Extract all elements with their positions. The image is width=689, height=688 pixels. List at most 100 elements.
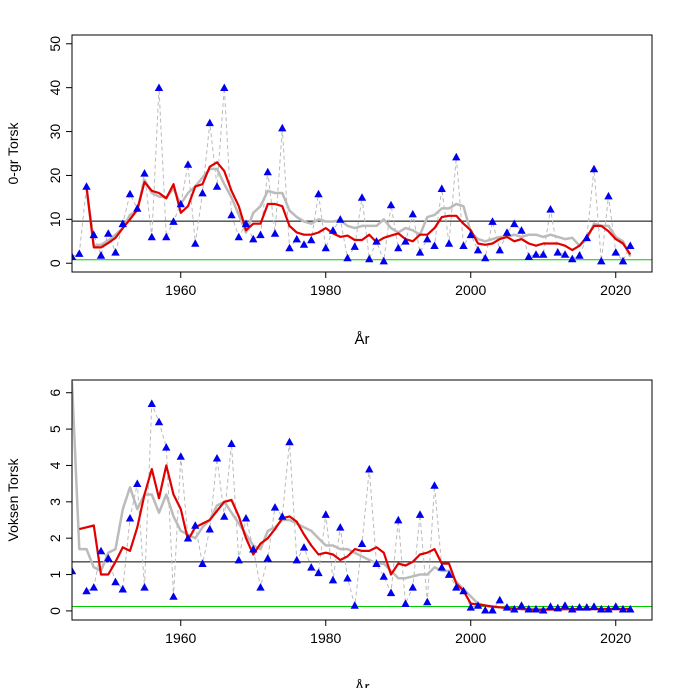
data-point	[176, 199, 185, 208]
data-point	[604, 191, 613, 200]
data-point	[176, 452, 185, 460]
data-point	[430, 241, 439, 249]
data-point	[154, 83, 164, 91]
data-point	[162, 443, 171, 451]
data-point	[452, 152, 461, 161]
data-point	[589, 164, 599, 173]
data-point	[89, 583, 98, 591]
data-point	[75, 249, 84, 257]
data-point	[488, 606, 497, 614]
data-point	[401, 237, 410, 245]
data-point	[611, 248, 620, 256]
data-point	[169, 592, 178, 600]
data-point	[82, 182, 91, 190]
data-point	[626, 241, 635, 249]
data-point	[241, 219, 251, 228]
data-point	[133, 479, 142, 487]
data-point	[473, 245, 483, 254]
data-point	[466, 230, 475, 239]
data-point	[560, 601, 570, 609]
data-point	[314, 568, 323, 577]
data-point	[379, 572, 388, 580]
data-point	[205, 524, 214, 533]
data-point	[553, 603, 562, 612]
data-point	[582, 233, 591, 242]
data-point	[604, 604, 613, 613]
data-point	[394, 243, 403, 252]
data-point	[154, 417, 164, 426]
data-point	[72, 566, 77, 575]
data-point	[82, 586, 91, 595]
data-point	[350, 601, 359, 609]
data-point	[473, 601, 483, 609]
data-point	[553, 248, 562, 256]
data-point	[125, 514, 135, 522]
data-point	[546, 205, 555, 213]
data-point	[263, 167, 272, 176]
data-point	[234, 555, 243, 564]
data-point	[140, 583, 149, 591]
data-point	[415, 510, 425, 518]
y-tick-label: 3	[47, 498, 63, 506]
data-point	[118, 584, 127, 593]
data-point	[125, 189, 135, 198]
data-point	[408, 209, 417, 218]
plot-frame	[71, 34, 653, 273]
data-point	[263, 554, 272, 562]
data-point	[321, 243, 330, 252]
data-point	[256, 583, 265, 591]
y-tick-label: 30	[47, 124, 63, 140]
data-point	[307, 235, 316, 244]
data-point	[212, 454, 222, 462]
panel-1: 1960 1980 2000 2020 0 10 20 30 40 50 År 0-gr Torsk	[5, 34, 653, 348]
data-point	[502, 228, 512, 236]
plot-area	[72, 83, 652, 265]
data-point	[626, 604, 635, 613]
data-point	[278, 123, 287, 132]
data-point	[133, 204, 142, 212]
x-tick-label: 2000	[455, 630, 486, 646]
data-point	[249, 234, 258, 243]
data-point	[292, 555, 301, 564]
y-tick-label: 10	[47, 211, 63, 227]
data-point	[205, 118, 214, 127]
data-point	[307, 563, 316, 571]
y-tick-label: 5	[47, 425, 63, 433]
data-point	[212, 182, 222, 190]
data-point	[531, 250, 541, 258]
data-point	[466, 603, 475, 611]
y-axis-title: Voksen Torsk	[5, 457, 21, 541]
data-point	[357, 193, 367, 201]
data-point	[270, 229, 280, 237]
data-point	[191, 521, 200, 529]
data-point	[96, 251, 106, 259]
data-point	[437, 563, 446, 571]
plot-area	[72, 381, 652, 614]
data-point	[597, 604, 606, 613]
y-tick-label: 4	[47, 461, 63, 469]
data-point	[437, 184, 446, 192]
y-tick-label: 6	[47, 389, 63, 397]
data-point	[278, 512, 287, 520]
x-tick-label: 2020	[600, 282, 631, 298]
data-point	[299, 543, 309, 551]
x-tick-label: 2000	[455, 282, 486, 298]
data-point	[386, 588, 396, 597]
data-point	[386, 200, 396, 209]
data-point	[379, 256, 388, 265]
data-point	[350, 242, 359, 250]
data-point	[118, 219, 127, 228]
data-point	[495, 595, 504, 604]
data-point	[241, 514, 251, 522]
x-tick-label: 2020	[600, 630, 631, 646]
observed-dashed-line	[72, 87, 631, 262]
data-point	[517, 226, 526, 234]
data-point	[611, 602, 620, 610]
x-tick-label: 1960	[165, 630, 196, 646]
data-point	[227, 439, 236, 447]
data-point	[191, 239, 200, 247]
data-point	[365, 254, 374, 263]
data-point	[147, 232, 156, 241]
plot-frame	[71, 379, 653, 621]
